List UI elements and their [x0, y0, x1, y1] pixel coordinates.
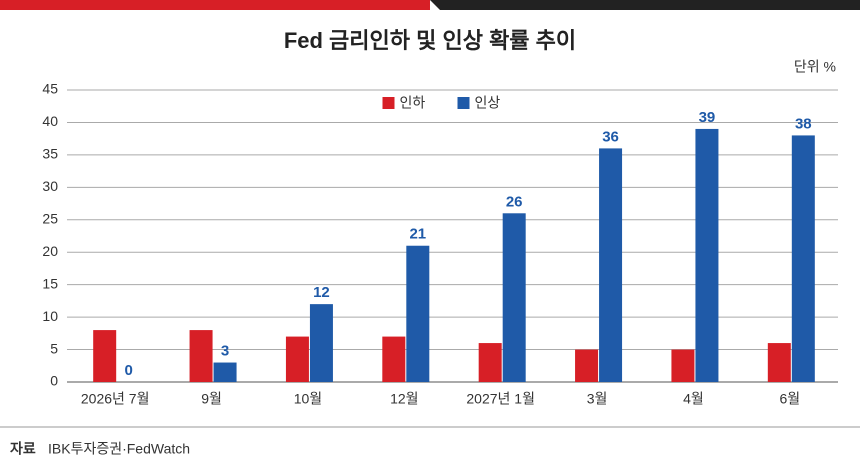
bar: [695, 128, 719, 382]
source-text: IBK투자증권·FedWatch: [48, 441, 190, 457]
value-label: 26: [506, 193, 523, 210]
unit-label: 단위 %: [794, 59, 836, 75]
bar: [791, 135, 815, 382]
bar: [478, 343, 502, 382]
bar: [406, 245, 430, 382]
y-tick-label: 0: [50, 373, 58, 389]
x-tick-label: 9월: [201, 391, 222, 407]
bar: [285, 336, 309, 382]
y-tick-label: 35: [42, 146, 58, 162]
y-tick-label: 5: [50, 340, 58, 356]
value-label: 0: [125, 362, 133, 379]
bar: [382, 336, 406, 382]
bar: [767, 343, 791, 382]
top-bar-dark: [430, 0, 860, 10]
value-label: 38: [795, 115, 812, 132]
value-label: 39: [699, 109, 716, 126]
y-tick-label: 10: [42, 308, 58, 324]
value-label: 12: [313, 284, 330, 301]
x-tick-label: 10월: [294, 391, 322, 407]
x-tick-label: 3월: [587, 391, 608, 407]
legend-label: 인하: [400, 95, 426, 111]
x-tick-label: 6월: [779, 391, 800, 407]
bar: [189, 330, 213, 382]
x-tick-label: 4월: [683, 391, 704, 407]
bar: [309, 304, 333, 382]
y-tick-label: 20: [42, 243, 58, 259]
bar: [599, 148, 623, 382]
y-tick-label: 15: [42, 275, 58, 291]
y-tick-label: 40: [42, 113, 58, 129]
legend-label: 인상: [475, 95, 501, 111]
value-label: 3: [221, 343, 229, 360]
bar: [213, 362, 237, 382]
bar: [671, 349, 695, 382]
chart-title: Fed 금리인하 및 인상 확률 추이: [284, 28, 576, 53]
legend-swatch: [457, 97, 470, 109]
source-label: 자료: [10, 441, 36, 457]
value-label: 21: [409, 226, 426, 243]
y-tick-label: 30: [42, 178, 58, 194]
y-tick-label: 25: [42, 210, 58, 226]
top-bar-red: [0, 0, 430, 10]
x-tick-label: 2026년 7월: [81, 391, 150, 407]
bar: [93, 330, 117, 382]
legend-swatch: [382, 97, 395, 109]
x-tick-label: 12월: [390, 391, 418, 407]
value-label: 36: [602, 128, 619, 145]
x-tick-label: 2027년 1월: [466, 391, 535, 407]
bar: [502, 213, 526, 382]
bar: [575, 349, 599, 382]
y-tick-label: 45: [42, 81, 58, 97]
